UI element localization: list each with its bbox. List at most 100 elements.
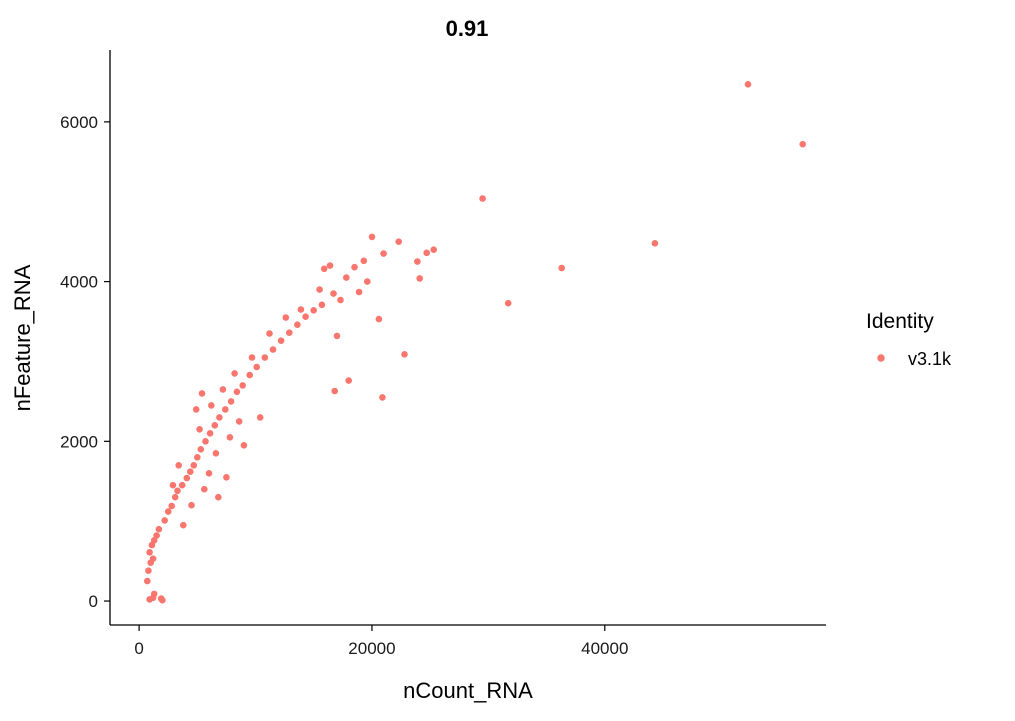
data-point xyxy=(302,313,309,321)
data-point xyxy=(168,502,175,510)
data-point xyxy=(266,330,273,337)
data-point xyxy=(190,462,198,469)
legend-key-v3-1k xyxy=(877,354,885,362)
data-point xyxy=(212,450,220,457)
data-point xyxy=(248,354,256,361)
data-point xyxy=(194,454,201,461)
data-point xyxy=(196,426,203,433)
data-point xyxy=(208,402,215,409)
data-point xyxy=(320,265,328,273)
legend-title: Identity xyxy=(866,310,934,333)
data-point xyxy=(282,314,290,321)
data-point xyxy=(351,263,358,271)
data-point xyxy=(395,238,403,245)
data-point xyxy=(144,577,151,585)
data-point xyxy=(479,195,486,202)
data-point xyxy=(297,306,305,313)
x-axis-ticks: 0 20000 40000 xyxy=(134,625,628,658)
data-point xyxy=(799,140,806,148)
data-point xyxy=(331,387,339,395)
y-tick-label: 0 xyxy=(89,592,98,611)
y-tick-label: 2000 xyxy=(60,432,98,451)
data-point xyxy=(180,521,187,529)
data-point xyxy=(235,418,243,425)
data-point xyxy=(145,567,152,574)
data-point xyxy=(205,470,213,477)
data-point xyxy=(256,414,264,421)
data-point xyxy=(277,337,285,345)
y-axis-label: nFeature_RNA xyxy=(10,264,35,411)
data-point xyxy=(253,363,260,371)
data-point xyxy=(183,474,191,482)
data-point xyxy=(414,258,421,265)
data-point xyxy=(558,264,565,272)
data-point xyxy=(343,274,350,281)
data-point xyxy=(188,501,195,509)
data-point xyxy=(333,332,341,340)
data-point xyxy=(153,532,160,539)
data-point xyxy=(174,487,181,495)
data-point xyxy=(355,288,363,296)
data-point xyxy=(416,275,424,282)
data-point xyxy=(219,386,227,393)
data-point xyxy=(159,596,166,604)
x-tick-label: 20000 xyxy=(348,639,395,658)
data-point xyxy=(231,370,238,377)
data-point xyxy=(326,262,334,269)
data-point xyxy=(202,438,209,445)
data-point xyxy=(337,296,344,304)
data-point xyxy=(316,286,323,293)
data-point xyxy=(240,442,248,449)
data-point xyxy=(149,555,157,562)
data-point xyxy=(744,81,752,88)
data-point xyxy=(223,474,230,481)
data-point xyxy=(345,377,353,384)
data-point xyxy=(178,481,186,489)
data-point xyxy=(164,508,172,515)
data-point xyxy=(330,290,337,297)
data-point xyxy=(233,388,241,396)
data-point xyxy=(192,406,200,413)
data-point xyxy=(379,394,386,401)
data-point xyxy=(161,517,168,524)
data-point xyxy=(215,493,222,501)
data-point xyxy=(651,240,659,247)
data-point xyxy=(368,233,376,241)
data-point xyxy=(150,590,158,598)
data-point xyxy=(430,246,438,253)
data-point xyxy=(318,301,326,309)
data-point xyxy=(261,354,269,361)
x-tick-label: 40000 xyxy=(581,639,628,658)
data-point xyxy=(222,406,229,413)
data-point xyxy=(169,481,177,489)
data-point xyxy=(187,468,194,476)
data-point xyxy=(171,493,179,501)
chart-title: 0.91 xyxy=(446,16,489,41)
points-layer xyxy=(144,81,806,604)
data-point xyxy=(401,351,408,358)
data-point xyxy=(294,321,301,329)
data-point xyxy=(198,390,206,397)
data-point xyxy=(211,422,219,429)
data-point xyxy=(155,525,163,533)
data-point xyxy=(246,371,253,379)
data-point xyxy=(360,257,368,265)
data-point xyxy=(310,307,318,314)
data-point xyxy=(175,462,182,469)
data-point xyxy=(226,434,234,441)
data-point xyxy=(197,446,205,453)
data-point xyxy=(227,398,235,405)
y-tick-label: 6000 xyxy=(60,113,98,132)
x-axis-label: nCount_RNA xyxy=(403,678,533,703)
data-point xyxy=(201,485,208,493)
data-point xyxy=(239,382,246,389)
data-point xyxy=(380,250,387,257)
legend: Identity v3.1k xyxy=(866,310,952,369)
y-axis-ticks: 0 2000 4000 6000 xyxy=(60,113,110,611)
legend-label-v3-1k: v3.1k xyxy=(908,349,952,369)
data-point xyxy=(216,414,223,421)
y-tick-label: 4000 xyxy=(60,273,98,292)
x-tick-label: 0 xyxy=(134,639,143,658)
data-point xyxy=(206,430,214,437)
